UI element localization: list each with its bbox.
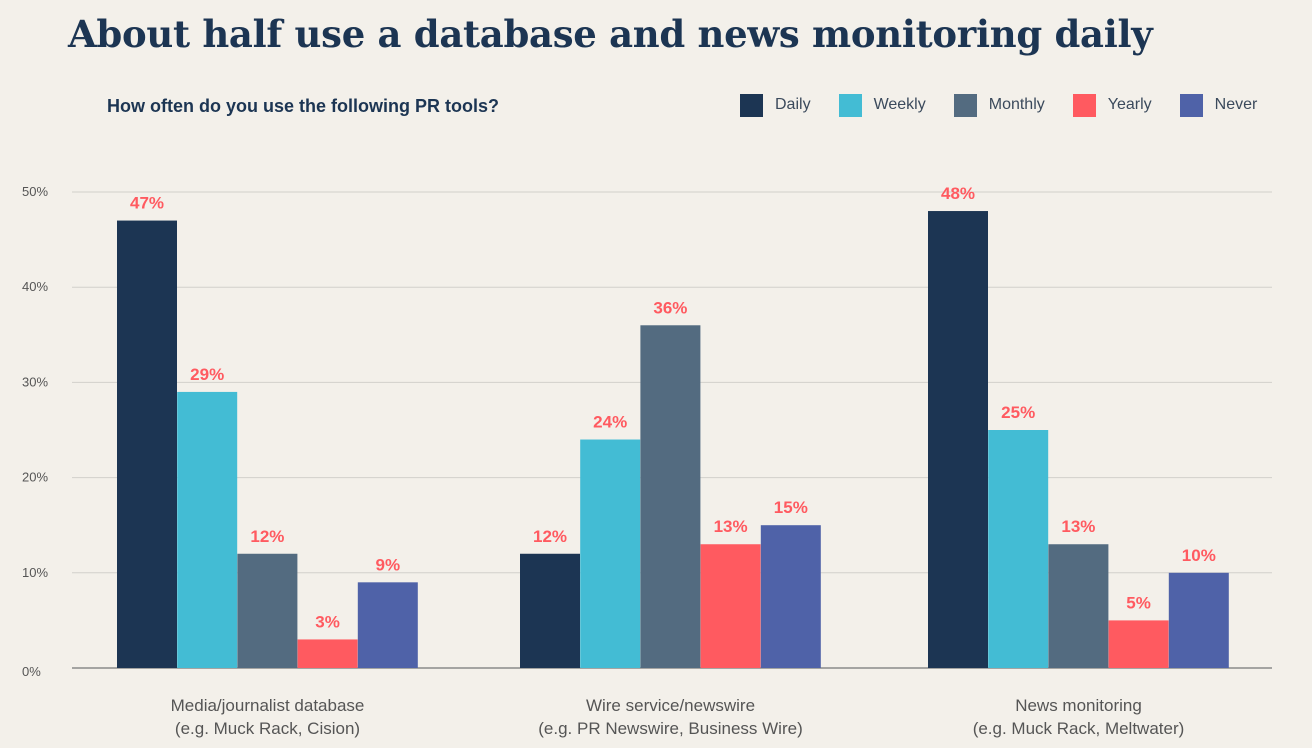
bar-never-2 <box>760 525 821 668</box>
value-label: 12% <box>533 527 567 546</box>
bar-daily-3 <box>928 211 988 669</box>
bar-yearly-2 <box>700 544 761 668</box>
value-label: 13% <box>714 517 748 536</box>
bar-monthly-2 <box>640 325 701 668</box>
category-label: (e.g. PR Newswire, Business Wire) <box>538 719 803 738</box>
legend-label-weekly: Weekly <box>873 96 926 113</box>
legend-item-daily: Daily <box>740 93 811 117</box>
value-label: 5% <box>1126 593 1151 612</box>
y-tick-label: 10% <box>22 565 48 580</box>
bar-weekly-3 <box>988 430 1049 668</box>
bar-never-1 <box>357 582 418 668</box>
value-label: 25% <box>1001 403 1035 422</box>
bar-monthly-3 <box>1048 544 1109 668</box>
bar-never-3 <box>1168 572 1229 668</box>
legend-item-never: Never <box>1179 93 1258 117</box>
legend-swatch-daily <box>740 93 763 117</box>
value-label: 15% <box>774 498 808 517</box>
y-tick-label: 20% <box>22 470 48 485</box>
value-label: 3% <box>315 612 340 631</box>
bar-daily-1 <box>117 220 177 668</box>
category-label: Wire service/newswire <box>586 696 755 715</box>
legend-label-never: Never <box>1214 96 1258 113</box>
category-label: (e.g. Muck Rack, Cision) <box>175 719 360 738</box>
legend-label-yearly: Yearly <box>1107 96 1152 113</box>
legend-swatch-weekly <box>838 93 862 117</box>
value-label: 24% <box>593 413 627 432</box>
bar-daily-2 <box>520 553 580 668</box>
bar-weekly-1 <box>177 391 238 668</box>
legend-swatch-monthly <box>953 93 977 117</box>
value-label: 13% <box>1061 517 1095 536</box>
chart-subtitle: How often do you use the following PR to… <box>107 96 499 116</box>
value-label: 10% <box>1182 546 1216 565</box>
bar-monthly-1 <box>237 553 298 668</box>
legend-item-yearly: Yearly <box>1072 93 1152 117</box>
y-tick-label: 0% <box>22 664 41 679</box>
value-label: 36% <box>653 298 687 317</box>
value-label: 47% <box>130 194 164 213</box>
legend-item-monthly: Monthly <box>953 93 1045 117</box>
bar-yearly-3 <box>1108 620 1169 668</box>
category-label: Media/journalist database <box>171 696 365 715</box>
bar-weekly-2 <box>580 439 641 668</box>
chart-title: About half use a database and news monit… <box>68 12 1153 56</box>
value-label: 12% <box>250 527 284 546</box>
value-label: 48% <box>941 184 975 203</box>
chart-legend: Daily Weekly Monthly Yearly Never <box>740 93 1257 117</box>
y-tick-label: 30% <box>22 374 48 389</box>
value-label: 29% <box>190 365 224 384</box>
legend-label-daily: Daily <box>775 96 811 113</box>
value-label: 9% <box>376 555 401 574</box>
legend-swatch-never <box>1179 93 1203 117</box>
legend-swatch-yearly <box>1072 93 1096 117</box>
legend-item-weekly: Weekly <box>838 93 926 117</box>
y-tick-label: 40% <box>22 279 48 294</box>
legend-label-monthly: Monthly <box>988 96 1045 113</box>
category-label: News monitoring <box>1015 696 1142 715</box>
y-tick-label: 50% <box>22 184 48 199</box>
bar-yearly-1 <box>297 639 358 668</box>
category-label: (e.g. Muck Rack, Meltwater) <box>973 719 1185 738</box>
